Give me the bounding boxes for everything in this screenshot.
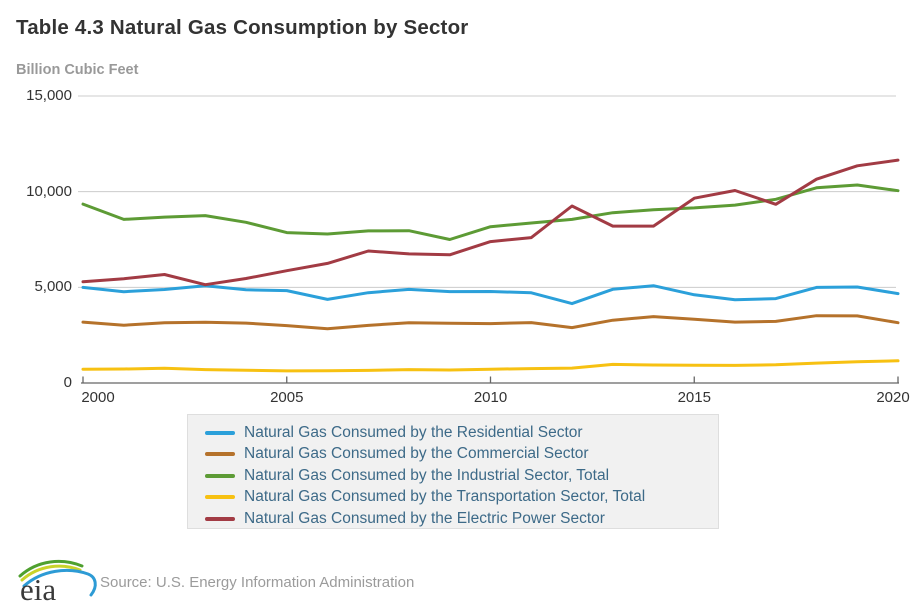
series-line-commercial	[81, 314, 900, 331]
x-tick-label-2010: 2010	[473, 389, 508, 406]
legend-item-industrial[interactable]: Natural Gas Consumed by the Industrial S…	[205, 465, 718, 487]
chart-legend: Natural Gas Consumed by the Residential …	[187, 414, 719, 529]
gridlines	[78, 95, 896, 288]
x-axis	[81, 376, 899, 384]
x-tick-label-2020: 2020	[876, 389, 910, 406]
eia-logo-blue-arc	[22, 568, 97, 597]
legend-item-commercial[interactable]: Natural Gas Consumed by the Commercial S…	[205, 444, 718, 466]
page-title: Table 4.3 Natural Gas Consumption by Sec…	[16, 16, 469, 39]
eia-logo: eia	[18, 559, 97, 604]
y-tick-label-5000: 5,000	[34, 278, 72, 296]
legend-label-transportation: Natural Gas Consumed by the Transportati…	[244, 488, 646, 506]
legend-label-electric-power: Natural Gas Consumed by the Electric Pow…	[244, 509, 605, 527]
legend-swatch-transportation	[205, 495, 235, 500]
legend-item-electric-power[interactable]: Natural Gas Consumed by the Electric Pow…	[205, 508, 718, 530]
y-axis-units-label: Billion Cubic Feet	[16, 62, 139, 78]
source-attribution: Source: U.S. Energy Information Administ…	[100, 574, 415, 591]
legend-swatch-residential	[205, 430, 235, 435]
series-line-residential	[81, 284, 900, 306]
eia-logo-text: eia	[20, 572, 56, 604]
eia-logo-green-arc	[18, 559, 84, 578]
series-line-transportation	[81, 359, 900, 373]
y-tick-label-15000: 15,000	[26, 87, 72, 104]
series-line-industrial	[81, 183, 900, 241]
y-tick-label-10000: 10,000	[26, 182, 72, 200]
legend-label-industrial: Natural Gas Consumed by the Industrial S…	[244, 466, 610, 484]
x-tick-label-2000: 2000	[81, 389, 115, 406]
legend-swatch-industrial	[205, 473, 235, 478]
legend-item-transportation[interactable]: Natural Gas Consumed by the Transportati…	[205, 487, 718, 509]
legend-swatch-commercial	[205, 452, 235, 457]
legend-label-residential: Natural Gas Consumed by the Residential …	[244, 423, 583, 441]
x-tick-label-2005: 2005	[270, 389, 304, 406]
x-tick-label-2015: 2015	[677, 389, 711, 406]
legend-label-commercial: Natural Gas Consumed by the Commercial S…	[244, 445, 589, 463]
series-line-electric-power	[81, 158, 900, 287]
legend-swatch-electric-power	[205, 516, 235, 521]
series-lines	[81, 158, 900, 373]
eia-logo-yellow-arc	[20, 564, 82, 582]
y-tick-label-0: 0	[63, 374, 72, 391]
legend-item-residential[interactable]: Natural Gas Consumed by the Residential …	[205, 422, 718, 444]
